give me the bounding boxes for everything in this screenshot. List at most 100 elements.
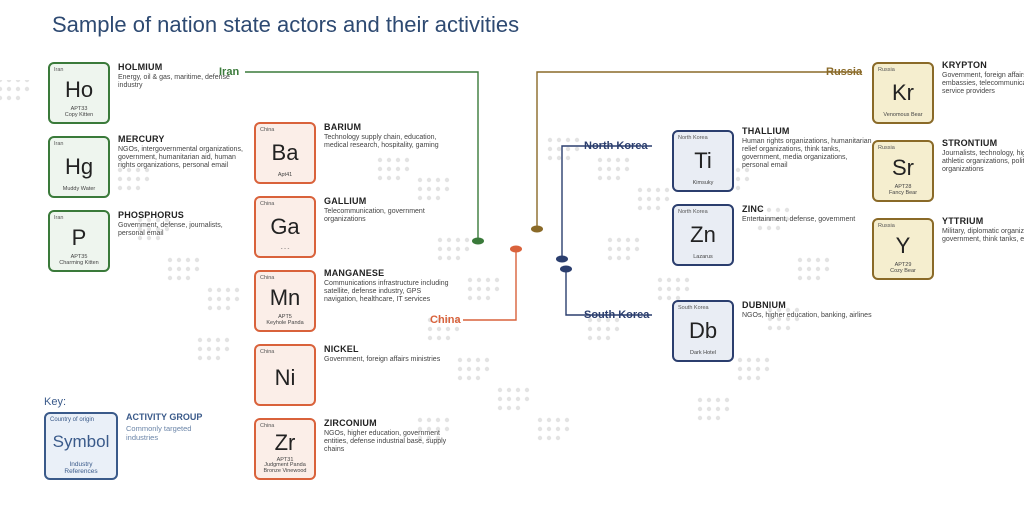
actor-name: DUBNIUM <box>742 300 872 310</box>
actor-ref: Apt41 <box>260 173 310 179</box>
actor-desc-text: Government, foreign affairs ministries <box>324 356 454 364</box>
actor-tile-y: Russia Y APT29 Cozy Bear <box>872 218 934 280</box>
actor-name: MERCURY <box>118 134 248 144</box>
actor-tile-zr: ChinaZrAPT31 Judgment Panda Bronze Vinew… <box>254 418 316 480</box>
actor-desc-text: Communications infrastructure including … <box>324 280 454 304</box>
actor-name: MANGANESE <box>324 268 454 278</box>
actor-origin: Russia <box>878 67 928 73</box>
actor-symbol: P <box>54 227 104 249</box>
actor-symbol: Sr <box>878 157 928 179</box>
connector-south_korea <box>566 268 652 315</box>
actor-origin: China <box>260 275 310 281</box>
actor-name: GALLIUM <box>324 196 454 206</box>
actor-symbol: Db <box>678 320 728 342</box>
actor-tile-p: IranPAPT35 Charming Kitten <box>48 210 110 272</box>
actor-desc-text: Human rights organizations, humanitarian… <box>742 138 872 170</box>
actor-ref: Kimsuky <box>678 181 728 187</box>
actor-symbol: Ga <box>260 216 310 238</box>
actor-origin: Russia <box>878 145 928 151</box>
actor-desc-text: NGOs, higher education, banking, airline… <box>742 312 872 320</box>
actor-tile-hg: Iran Hg Muddy Water <box>48 136 110 198</box>
country-label-north_korea: North Korea <box>584 140 648 152</box>
actor-desc-text: NGOs, higher education, government entit… <box>324 430 454 454</box>
actor-ref: APT31 Judgment Panda Bronze Vinewood <box>260 458 310 475</box>
actor-origin: North Korea <box>678 209 728 215</box>
actor-name: BARIUM <box>324 122 454 132</box>
actor-symbol: Y <box>878 235 928 257</box>
actor-origin: South Korea <box>678 305 728 311</box>
actor-tile-zn: North Korea Zn Lazarus <box>672 204 734 266</box>
legend-tile: Country of origin Symbol Industry Refere… <box>44 412 118 480</box>
actor-tile-sr: RussiaSrAPT28 Fancy Bear <box>872 140 934 202</box>
actor-symbol: Zr <box>260 432 310 454</box>
actor-desc-ni: NICKEL Government, foreign affairs minist… <box>324 344 454 364</box>
actor-symbol: Ba <box>260 142 310 164</box>
actor-name: PHOSPHORUS <box>118 210 248 220</box>
actor-desc-text: Government, defense, journalists, person… <box>118 222 248 238</box>
connector-north_korea <box>562 146 652 258</box>
actor-ref: Dark Hotel <box>678 351 728 357</box>
actor-desc-ba: BARIUMTechnology supply chain, education… <box>324 122 454 150</box>
actor-desc-ga: GALLIUMTelecommunication, government org… <box>324 196 454 224</box>
legend: Key: Country of origin Symbol Industry R… <box>44 396 226 480</box>
actor-name: ZINC <box>742 204 872 214</box>
actor-name: KRYPTON <box>942 60 1024 70</box>
connector-dot-iran <box>472 238 484 245</box>
actor-name: NICKEL <box>324 344 454 354</box>
connector-dot-china <box>510 246 522 253</box>
actor-desc-text: Entertainment, defense, government <box>742 216 872 224</box>
actor-desc-y: YTTRIUM Military, diplomatic organization… <box>942 216 1024 244</box>
actor-name: ZIRCONIUM <box>324 418 454 428</box>
actor-origin: Iran <box>54 141 104 147</box>
actor-desc-text: Journalists, technology, higher educatio… <box>942 150 1024 174</box>
actor-name: STRONTIUM <box>942 138 1024 148</box>
actor-desc-zr: ZIRCONIUM NGOs, higher education, governm… <box>324 418 454 454</box>
actor-desc-p: PHOSPHORUS Government, defense, journalis… <box>118 210 248 238</box>
actor-ref: APT33 Copy Kitten <box>54 107 104 119</box>
actor-symbol: Zn <box>678 224 728 246</box>
legend-desc-title: ACTIVITY GROUP <box>126 412 214 422</box>
actor-symbol: Ti <box>678 150 728 172</box>
actor-ref: Muddy Water <box>54 187 104 193</box>
actor-origin: China <box>260 127 310 133</box>
actor-ref: Lazarus <box>678 255 728 261</box>
actor-name: THALLIUM <box>742 126 872 136</box>
actor-symbol: Hg <box>54 156 104 178</box>
actor-ref: APT5 Keyhole Panda <box>260 315 310 327</box>
connector-dot-north_korea <box>556 256 568 263</box>
actor-symbol: Kr <box>878 82 928 104</box>
connector-dot-south_korea <box>560 266 572 273</box>
actor-tile-ba: China Ba Apt41 <box>254 122 316 184</box>
actor-desc-sr: STRONTIUM Journalists, technology, higher… <box>942 138 1024 174</box>
actor-symbol: Ho <box>54 79 104 101</box>
actor-ref: APT29 Cozy Bear <box>878 263 928 275</box>
actor-origin: Russia <box>878 223 928 229</box>
country-label-iran: Iran <box>219 66 239 78</box>
actor-tile-kr: RussiaKrVenomous Bear <box>872 62 934 124</box>
actor-desc-db: DUBNIUM NGOs, higher education, banking, … <box>742 300 872 320</box>
country-label-russia: Russia <box>826 66 862 78</box>
actor-tile-ho: IranHoAPT33 Copy Kitten <box>48 62 110 124</box>
actor-name: YTTRIUM <box>942 216 1024 226</box>
actor-desc-text: NGOs, intergovernmental organizations, g… <box>118 146 248 170</box>
actor-desc-hg: MERCURY NGOs, intergovernmental organizat… <box>118 134 248 170</box>
actor-symbol: Mn <box>260 287 310 309</box>
actor-ref: APT35 Charming Kitten <box>54 255 104 267</box>
actor-tile-ga: ChinaGa- - - <box>254 196 316 258</box>
actor-desc-text: Government, foreign affairs ministries, … <box>942 72 1024 96</box>
actor-desc-ti: THALLIUM Human rights organizations, huma… <box>742 126 872 170</box>
actor-tile-mn: China Mn APT5 Keyhole Panda <box>254 270 316 332</box>
actor-origin: North Korea <box>678 135 728 141</box>
actor-desc-kr: KRYPTON Government, foreign affairs minis… <box>942 60 1024 96</box>
actor-origin: China <box>260 349 310 355</box>
actor-tile-db: South Korea Db Dark Hotel <box>672 300 734 362</box>
actor-tile-ni: ChinaNi <box>254 344 316 406</box>
actor-tile-ti: North Korea Ti Kimsuky <box>672 130 734 192</box>
legend-desc-text: Commonly targeted industries <box>126 425 214 442</box>
connector-china <box>463 248 516 320</box>
actor-desc-text: Military, diplomatic organizations, gove… <box>942 228 1024 244</box>
actor-origin: China <box>260 201 310 207</box>
legend-heading: Key: <box>44 396 226 408</box>
connector-dot-russia <box>531 226 543 233</box>
country-label-south_korea: South Korea <box>584 309 649 321</box>
